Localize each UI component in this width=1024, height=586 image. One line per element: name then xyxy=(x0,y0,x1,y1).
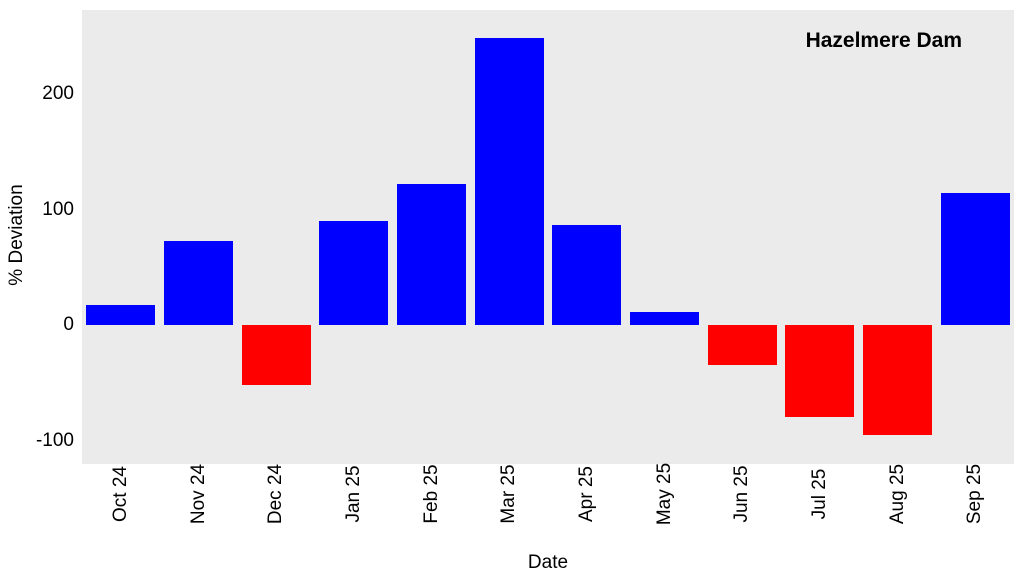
x-tick-label: Feb 25 xyxy=(420,464,442,524)
x-tick-label: Nov 24 xyxy=(187,463,209,525)
bar-jun-25 xyxy=(707,325,777,365)
x-tick-label: Aug 25 xyxy=(886,463,908,525)
plot-panel xyxy=(82,10,1014,464)
bar-aug-25 xyxy=(863,325,932,436)
y-tick-label: 0 xyxy=(63,314,74,336)
bar-jan-25 xyxy=(319,221,389,326)
bar-oct-24 xyxy=(86,304,156,326)
chart-title: Hazelmere Dam xyxy=(805,29,962,52)
x-tick-label: Jan 25 xyxy=(342,465,364,523)
bar-jul-25 xyxy=(785,325,855,417)
bar-may-25 xyxy=(630,311,699,326)
x-tick-label: Dec 24 xyxy=(265,463,287,525)
bar-sep-25 xyxy=(940,192,1010,326)
y-tick-label: -100 xyxy=(35,429,74,451)
bar-dec-24 xyxy=(241,325,311,386)
y-axis-title: % Deviation xyxy=(6,184,27,286)
bar-mar-25 xyxy=(474,37,544,326)
bar-nov-24 xyxy=(164,241,233,326)
y-tick-label: 200 xyxy=(42,83,74,105)
x-tick-label: Oct 24 xyxy=(109,466,131,522)
bar-apr-25 xyxy=(552,224,622,326)
x-tick-label: Apr 25 xyxy=(575,466,597,522)
x-tick-label: Sep 25 xyxy=(964,463,986,525)
x-tick-label: May 25 xyxy=(653,462,675,526)
y-tick-label: 100 xyxy=(42,198,74,220)
x-tick-label: Jun 25 xyxy=(731,465,753,523)
x-axis-title: Date xyxy=(527,552,569,573)
x-tick-label: Jul 25 xyxy=(808,468,830,520)
x-tick-label: Mar 25 xyxy=(498,464,520,524)
bar-feb-25 xyxy=(397,184,466,326)
